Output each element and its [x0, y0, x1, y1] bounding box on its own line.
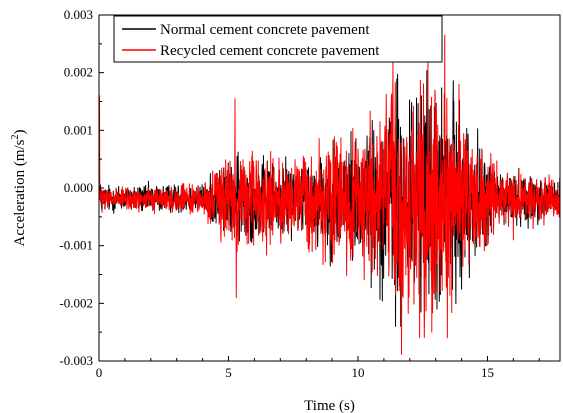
legend: Normal cement concrete pavement Recycled… — [113, 15, 443, 63]
legend-box — [113, 15, 443, 63]
series-line-recycled — [98, 34, 561, 355]
y-tick-label: -0.001 — [59, 238, 93, 253]
x-tick-label: 10 — [351, 365, 364, 380]
traces-layer — [98, 34, 561, 355]
legend-label-recycled: Recycled cement concrete pavement — [160, 43, 380, 59]
x-axis-title: Time (s) — [304, 398, 355, 413]
y-tick-label: 0.002 — [64, 65, 93, 80]
x-tick-label: 5 — [225, 365, 232, 380]
x-tick-label: 15 — [481, 365, 494, 380]
x-tick-label: 0 — [96, 365, 103, 380]
y-axis-title-superscript: 2 — [10, 134, 21, 139]
y-tick-label: 0.001 — [64, 122, 93, 137]
y-tick-label: 0.000 — [64, 180, 93, 195]
y-axis-title-tail: ) — [12, 129, 28, 134]
y-tick-label: -0.002 — [59, 295, 93, 310]
legend-label-normal: Normal cement concrete pavement — [160, 22, 370, 38]
y-axis-title: Acceleration (m/s2) — [10, 129, 28, 246]
y-tick-label: -0.003 — [59, 353, 93, 368]
y-tick-label: 0.003 — [64, 7, 93, 22]
ticks-layer: 0 5 10 15 -0.003 -0.002 -0.001 0.000 0.001 0.002 0… — [59, 7, 540, 380]
y-axis-title-main: Acceleration (m/s — [12, 139, 28, 246]
